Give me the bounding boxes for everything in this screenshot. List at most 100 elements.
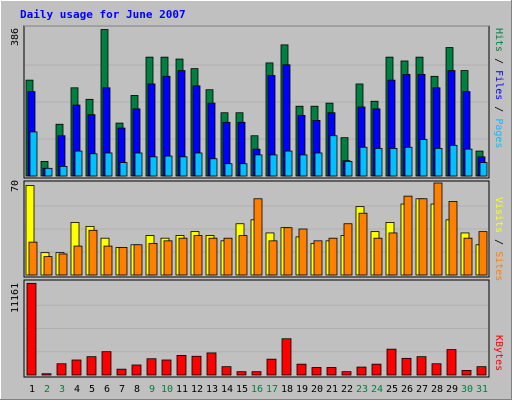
pages-bar (164, 155, 173, 177)
sites-bar (163, 240, 173, 276)
sites-bar (418, 198, 428, 276)
legend-files: Files (493, 70, 504, 100)
x-axis-label-day-13: 13 (206, 384, 218, 395)
pages-bar (419, 139, 428, 177)
kbytes-bar (386, 348, 397, 376)
sites-bar (193, 235, 203, 276)
x-axis-label-day-22: 22 (341, 384, 353, 395)
sites-bar (283, 227, 293, 276)
kbytes-bar (266, 358, 277, 376)
kbytes-bar (431, 363, 442, 376)
x-axis-label-day-29: 29 (446, 384, 458, 395)
x-axis-label-day-5: 5 (89, 384, 95, 395)
x-axis-label-day-20: 20 (311, 384, 323, 395)
hits-ymax-label: 386 (10, 28, 21, 46)
kbytes-bar (146, 358, 157, 376)
legend-hits: Hits (493, 28, 504, 52)
sites-bar (208, 237, 218, 276)
pages-bar (74, 150, 83, 177)
pages-bar (344, 161, 353, 177)
kbytes-bar (86, 356, 97, 376)
kbytes-bar (251, 371, 262, 376)
pages-bar (134, 152, 143, 177)
kbytes-bar (116, 368, 127, 376)
legend-visits-sites: Visits / Sites (493, 197, 504, 281)
sites-bar (223, 237, 233, 276)
kbytes-bar (296, 363, 307, 376)
x-axis-label-day-1: 1 (29, 384, 35, 395)
sites-bar (388, 232, 398, 276)
sites-bar (238, 235, 248, 276)
x-axis-label-day-7: 7 (119, 384, 125, 395)
legend-visits: Visits (493, 197, 504, 233)
pages-bar (59, 166, 68, 177)
sites-bar (148, 243, 158, 276)
pages-bar (479, 162, 488, 177)
sites-bar (118, 246, 128, 276)
pages-bar (329, 135, 338, 177)
sites-bar (313, 240, 323, 276)
x-axis-label-day-25: 25 (386, 384, 398, 395)
pages-bar (269, 154, 278, 177)
sites-bar (403, 195, 413, 276)
x-axis-label-day-27: 27 (416, 384, 428, 395)
pages-bar (434, 147, 443, 177)
pages-bar (239, 163, 248, 177)
kbytes-bar (131, 364, 142, 376)
sites-bar (73, 245, 83, 276)
pages-bar (44, 167, 53, 177)
x-axis-label-day-11: 11 (176, 384, 188, 395)
pages-bar (149, 156, 158, 177)
kbytes-bar (221, 366, 232, 376)
pages-bar (89, 153, 98, 177)
sites-bar (373, 237, 383, 276)
x-axis-label-day-23: 23 (356, 384, 368, 395)
kbytes-bar (281, 338, 292, 376)
pages-bar (254, 154, 263, 177)
kbytes-bar (56, 363, 67, 376)
x-axis-label-day-4: 4 (74, 384, 80, 395)
sites-bar (448, 200, 458, 276)
visits-ymax-label: 70 (10, 180, 21, 192)
x-axis-label-day-30: 30 (461, 384, 473, 395)
pages-bar (209, 158, 218, 177)
sites-bar (28, 241, 38, 276)
x-axis-label-day-21: 21 (326, 384, 338, 395)
kbytes-bar (326, 367, 337, 376)
sites-bar (58, 253, 68, 276)
x-axis-label-day-3: 3 (59, 384, 65, 395)
kbytes-bar (311, 367, 322, 376)
sites-bar (298, 228, 308, 276)
kbytes-ymax-label: 11161 (10, 283, 21, 313)
sites-bar (343, 223, 353, 276)
x-axis-label-day-18: 18 (281, 384, 293, 395)
legend-sites: Sites (493, 251, 504, 281)
x-axis-label-day-19: 19 (296, 384, 308, 395)
pages-bar (284, 150, 293, 177)
kbytes-bar (206, 352, 217, 376)
x-axis-label-day-16: 16 (251, 384, 263, 395)
pages-bar (179, 156, 188, 177)
sites-bar (328, 237, 338, 276)
kbytes-bar (416, 356, 427, 376)
x-axis-label-day-2: 2 (44, 384, 50, 395)
kbytes-bar (341, 371, 352, 376)
sites-bar (268, 240, 278, 276)
kbytes-bar (71, 359, 82, 376)
x-axis-label-day-28: 28 (431, 384, 443, 395)
x-axis-label-day-15: 15 (236, 384, 248, 395)
kbytes-bar (461, 370, 472, 376)
pages-bar (374, 147, 383, 177)
kbytes-bar (401, 357, 412, 376)
pages-bar (389, 147, 398, 177)
pages-bar (29, 131, 38, 177)
kbytes-bar (26, 282, 37, 376)
legend-hits-files-pages: Hits / Files / Pages (493, 28, 504, 148)
pages-bar (314, 152, 323, 177)
x-axis-label-day-8: 8 (134, 384, 140, 395)
x-axis-label-day-24: 24 (371, 384, 383, 395)
x-axis-label-day-26: 26 (401, 384, 413, 395)
sites-bar (133, 244, 143, 276)
sites-bar (253, 198, 263, 276)
